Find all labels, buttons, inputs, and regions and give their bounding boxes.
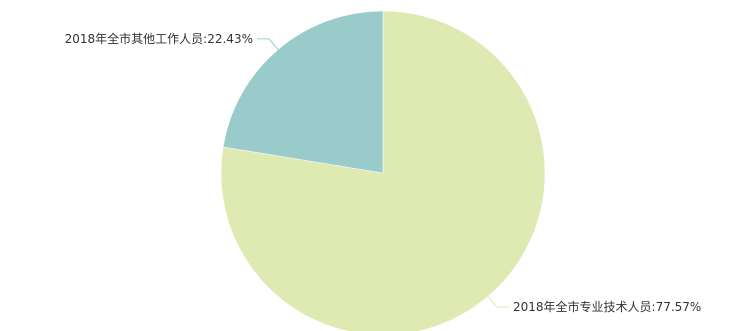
slice-label-0: 2018年全市专业技术人员:77.57%: [513, 299, 701, 314]
label-line-0: [487, 296, 510, 308]
slice-label-1: 2018年全市其他工作人员:22.43%: [65, 31, 253, 46]
label-line-1: [256, 38, 279, 50]
pie-slice-1[interactable]: [222, 10, 384, 174]
label-lines: [256, 38, 510, 308]
pie-slices: [220, 10, 546, 331]
slice-labels: 2018年全市专业技术人员:77.57% 2018年全市其他工作人员:22.43%: [65, 31, 702, 314]
